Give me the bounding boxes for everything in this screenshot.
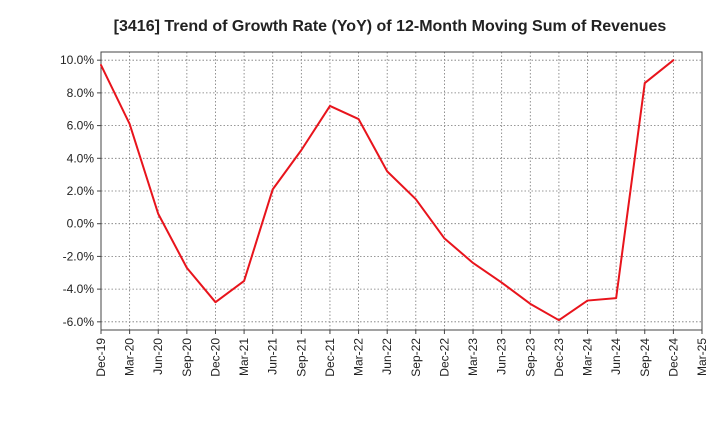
y-tick-label: -6.0% bbox=[63, 315, 95, 329]
y-tick-label: 8.0% bbox=[67, 86, 95, 100]
y-tick-label: 2.0% bbox=[67, 184, 95, 198]
x-tick-label: Dec-20 bbox=[208, 338, 222, 377]
x-tick-label: Mar-20 bbox=[123, 338, 137, 376]
y-tick-label: 6.0% bbox=[67, 119, 95, 133]
x-tick-label: Dec-22 bbox=[437, 338, 451, 377]
x-tick-label: Jun-23 bbox=[495, 338, 509, 375]
x-tick-label: Sep-20 bbox=[180, 338, 194, 377]
x-tick-label: Mar-25 bbox=[695, 338, 709, 376]
x-tick-label: Mar-24 bbox=[581, 338, 595, 376]
x-tick-label: Jun-21 bbox=[266, 338, 280, 375]
x-tick-label: Dec-23 bbox=[552, 338, 566, 377]
y-tick-label: 10.0% bbox=[60, 53, 94, 67]
x-tick-label: Sep-23 bbox=[523, 338, 537, 377]
x-tick-label: Dec-21 bbox=[323, 338, 337, 377]
series-line bbox=[100, 59, 675, 322]
x-tick-label: Mar-23 bbox=[466, 338, 480, 376]
x-tick-label: Dec-24 bbox=[666, 338, 680, 377]
plot-background bbox=[100, 51, 703, 331]
x-tick-label: Mar-22 bbox=[352, 338, 366, 376]
y-tick-label: -4.0% bbox=[63, 282, 95, 296]
y-tick-label: 4.0% bbox=[67, 151, 95, 165]
y-tick-label: 0.0% bbox=[67, 217, 95, 231]
x-tick-label: Jun-20 bbox=[151, 338, 165, 375]
x-tick-label: Jun-22 bbox=[380, 338, 394, 375]
x-tick-label: Dec-19 bbox=[94, 338, 108, 377]
y-tick-label: -2.0% bbox=[63, 249, 95, 263]
x-tick-label: Mar-21 bbox=[237, 338, 251, 376]
x-tick-label: Jun-24 bbox=[609, 338, 623, 375]
x-tick-label: Sep-21 bbox=[294, 338, 308, 377]
plot-area: 10.0% 8.0% 6.0% 4.0% 2.0% 0.0% -2.0% -4.0% -6.0%… bbox=[60, 51, 709, 377]
x-tick-label: Sep-22 bbox=[409, 338, 423, 377]
chart-title: [3416] Trend of Growth Rate (YoY) of 12-… bbox=[114, 18, 667, 35]
plot-border bbox=[100, 51, 703, 331]
x-tick-label: Sep-24 bbox=[638, 338, 652, 377]
